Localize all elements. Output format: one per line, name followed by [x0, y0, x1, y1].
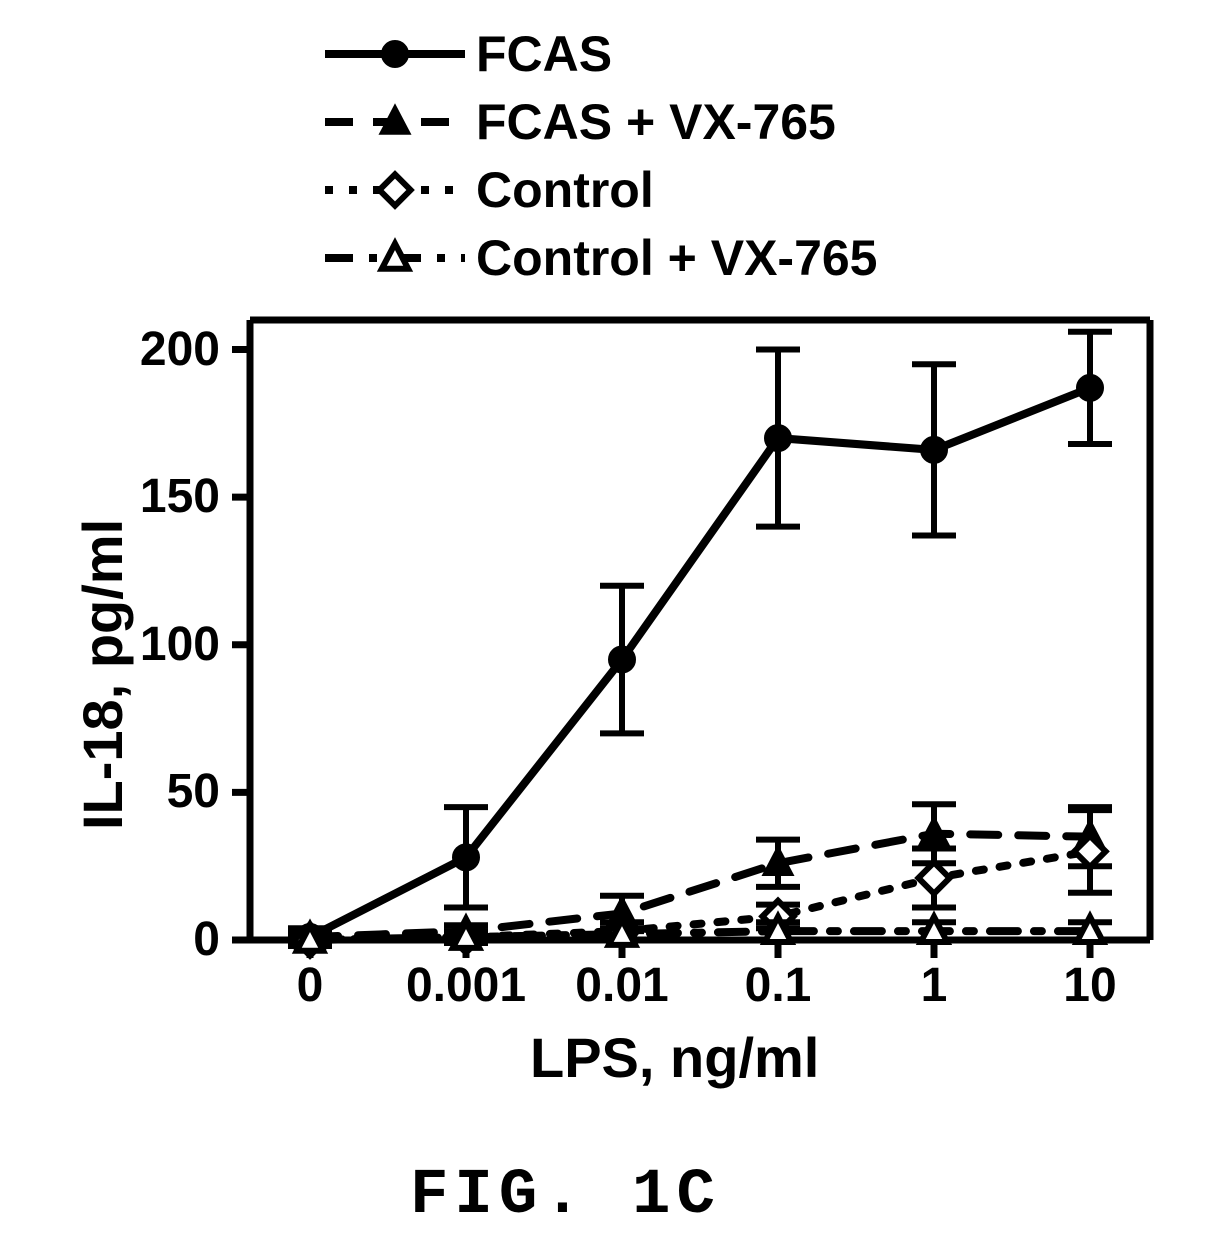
x-tick-label: 0 [297, 958, 324, 1013]
y-tick-label: 100 [100, 617, 220, 672]
chart-plot [210, 280, 1190, 980]
legend-swatch [320, 156, 470, 224]
x-tick-label: 0.01 [575, 958, 668, 1013]
legend-item: Control [320, 156, 878, 224]
legend-label: Control [476, 161, 654, 219]
x-tick-label: 10 [1063, 958, 1116, 1013]
x-axis-label: LPS, ng/ml [530, 1025, 819, 1090]
legend-swatch [320, 20, 470, 88]
page: FCAS FCAS + VX-765 Control Control + VX-765… [0, 0, 1229, 1244]
legend: FCAS FCAS + VX-765 Control Control + VX-765 [320, 20, 878, 292]
x-tick-label: 1 [921, 958, 948, 1013]
legend-label: Control + VX-765 [476, 229, 878, 287]
legend-label: FCAS + VX-765 [476, 93, 836, 151]
x-tick-label: 0.1 [745, 958, 812, 1013]
legend-item: FCAS [320, 20, 878, 88]
legend-item: FCAS + VX-765 [320, 88, 878, 156]
y-tick-label: 200 [100, 322, 220, 377]
legend-label: FCAS [476, 25, 612, 83]
y-tick-label: 150 [100, 469, 220, 524]
y-tick-label: 0 [100, 912, 220, 967]
y-tick-label: 50 [100, 764, 220, 819]
figure-caption: FIG. 1C [410, 1160, 721, 1232]
x-tick-label: 0.001 [406, 958, 526, 1013]
legend-swatch [320, 88, 470, 156]
